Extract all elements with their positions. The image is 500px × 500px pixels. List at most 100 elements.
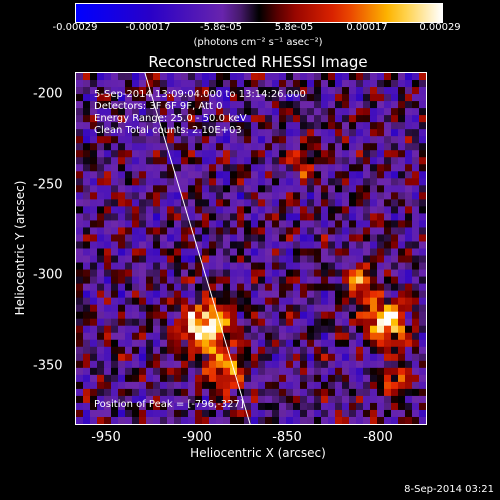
image-pixel (377, 381, 385, 390)
image-pixel (216, 122, 224, 130)
image-pixel (412, 353, 420, 362)
image-pixel (398, 234, 406, 242)
image-pixel (342, 87, 350, 95)
image-pixel (412, 192, 420, 200)
image-pixel (223, 73, 231, 81)
image-pixel (251, 262, 259, 271)
image-pixel (146, 164, 154, 172)
image-pixel (251, 206, 259, 214)
image-pixel (230, 248, 238, 257)
image-pixel (391, 136, 399, 144)
image-pixel (363, 332, 371, 341)
image-pixel (125, 248, 133, 257)
image-pixel (188, 234, 196, 242)
image-pixel (363, 185, 371, 193)
image-pixel (405, 388, 413, 397)
image-pixel (398, 87, 406, 95)
image-pixel (286, 143, 294, 151)
image-pixel (370, 409, 378, 418)
image-pixel (398, 269, 406, 278)
image-pixel (146, 374, 154, 383)
image-pixel (181, 360, 189, 369)
image-pixel (342, 346, 350, 355)
image-pixel (209, 199, 217, 207)
image-pixel (195, 409, 203, 418)
image-pixel (279, 241, 287, 249)
image-pixel (328, 150, 336, 158)
image-pixel (132, 150, 140, 158)
image-pixel (265, 339, 273, 348)
image-pixel (90, 290, 98, 299)
image-pixel (405, 283, 413, 292)
image-pixel (314, 290, 322, 299)
image-pixel (174, 395, 182, 404)
image-pixel (272, 73, 280, 81)
image-pixel (272, 346, 280, 355)
image-pixel (139, 220, 147, 228)
image-pixel (111, 101, 119, 109)
image-pixel (405, 353, 413, 362)
image-pixel (321, 178, 329, 186)
image-pixel (230, 73, 238, 81)
image-pixel (146, 129, 154, 137)
image-pixel (181, 206, 189, 214)
image-pixel (188, 395, 196, 404)
image-pixel (216, 346, 224, 355)
image-pixel (279, 290, 287, 299)
image-pixel (104, 283, 112, 292)
image-pixel (342, 101, 350, 109)
image-pixel (125, 297, 133, 306)
image-pixel (258, 157, 266, 165)
image-pixel (83, 150, 91, 158)
image-pixel (391, 388, 399, 397)
image-pixel (125, 171, 133, 179)
image-pixel (307, 325, 315, 334)
image-pixel (307, 87, 315, 95)
image-pixel (209, 248, 217, 257)
image-pixel (237, 115, 245, 123)
image-pixel (83, 409, 91, 418)
image-pixel (419, 297, 426, 306)
image-pixel (97, 339, 105, 348)
image-pixel (412, 346, 420, 355)
image-pixel (195, 416, 203, 424)
image-pixel (370, 185, 378, 193)
image-pixel (125, 332, 133, 341)
image-pixel (363, 374, 371, 383)
image-pixel (132, 136, 140, 144)
image-pixel (314, 129, 322, 137)
image-pixel (104, 136, 112, 144)
image-pixel (195, 136, 203, 144)
image-pixel (209, 101, 217, 109)
image-pixel (349, 346, 357, 355)
image-pixel (139, 94, 147, 102)
image-pixel (153, 164, 161, 172)
image-pixel (125, 304, 133, 313)
image-pixel (216, 115, 224, 123)
image-pixel (293, 101, 301, 109)
image-pixel (125, 416, 133, 424)
image-pixel (307, 234, 315, 242)
image-pixel (181, 185, 189, 193)
image-pixel (391, 220, 399, 228)
image-pixel (356, 416, 364, 424)
image-pixel (293, 171, 301, 179)
image-pixel (202, 311, 210, 320)
image-pixel (286, 227, 294, 235)
image-pixel (76, 304, 84, 313)
image-pixel (195, 388, 203, 397)
image-pixel (230, 87, 238, 95)
image-pixel (209, 94, 217, 102)
image-pixel (181, 339, 189, 348)
image-pixel (328, 164, 336, 172)
image-pixel (153, 94, 161, 102)
image-pixel (209, 206, 217, 214)
image-pixel (363, 87, 371, 95)
image-pixel (132, 206, 140, 214)
image-pixel (335, 409, 343, 418)
image-pixel (258, 367, 266, 376)
image-pixel (398, 108, 406, 116)
image-pixel (76, 290, 84, 299)
image-pixel (202, 108, 210, 116)
image-pixel (223, 94, 231, 102)
